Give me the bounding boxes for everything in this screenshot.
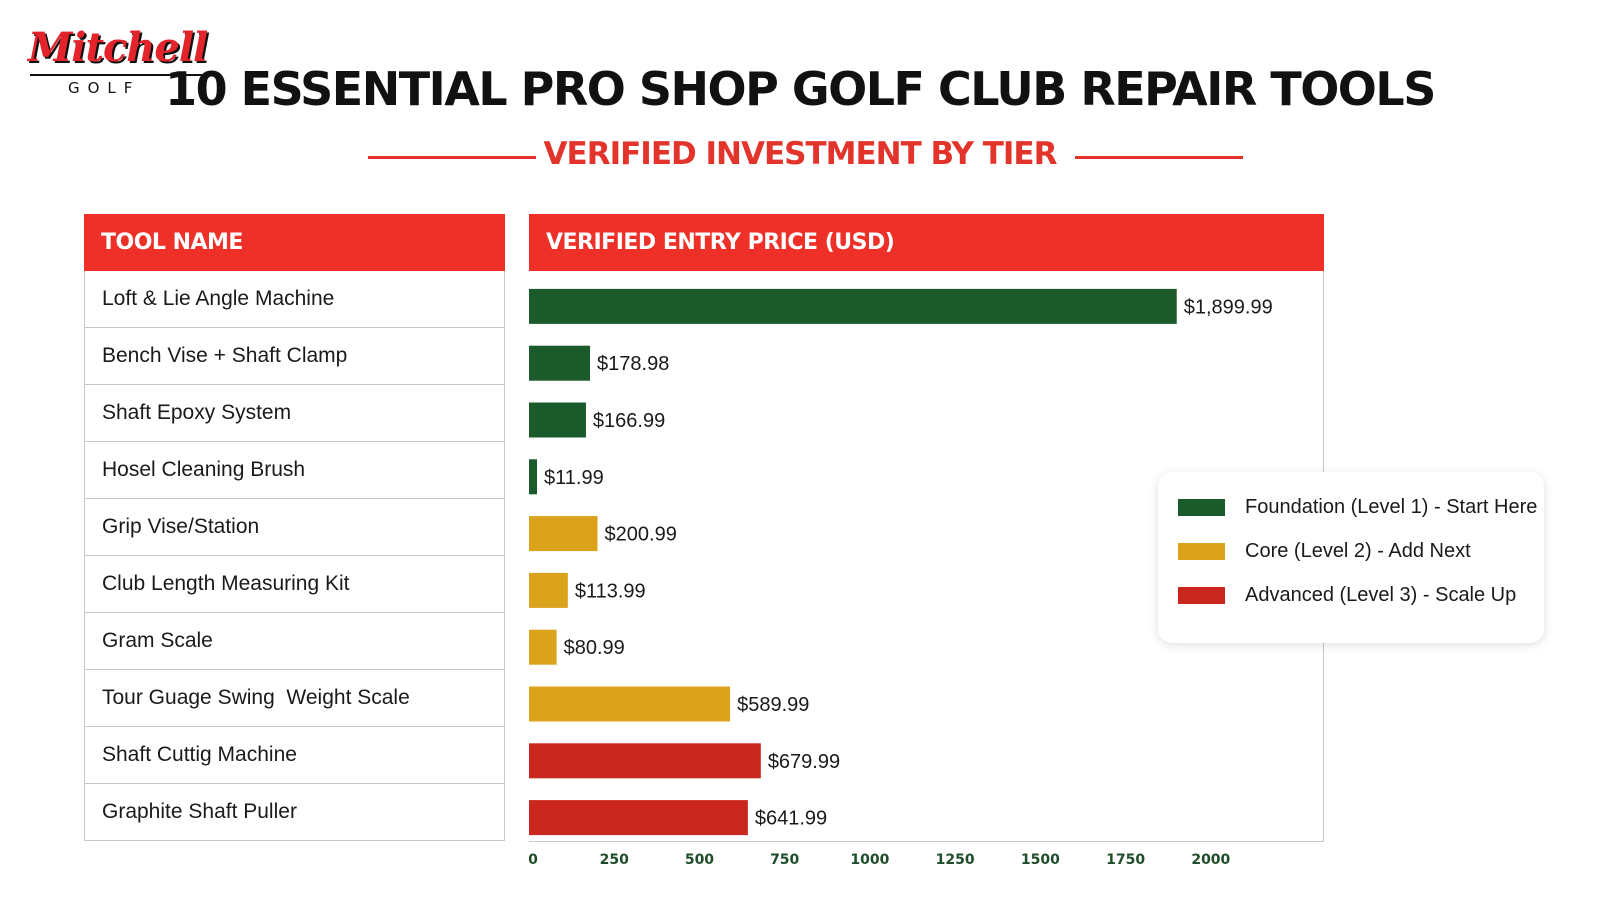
logo-wordmark: Mitchell: [28, 24, 208, 71]
table-row: Bench Vise + Shaft Clamp: [85, 328, 504, 385]
bar: [529, 743, 761, 779]
table-row: Shaft Epoxy System: [85, 385, 504, 442]
price-header: VERIFIED ENTRY PRICE (USD): [529, 214, 1324, 271]
table-row: Tour Guage Swing Weight Scale: [85, 670, 504, 727]
x-tick-label: 2000: [1191, 852, 1230, 868]
page-title: 10 ESSENTIAL PRO SHOP GOLF CLUB REPAIR T…: [165, 62, 1436, 116]
data-label: $80.99: [564, 637, 625, 659]
bar: [529, 459, 537, 495]
x-tick-label: 500: [685, 852, 714, 868]
legend-swatch: [1178, 587, 1225, 604]
data-label: $589.99: [737, 694, 809, 716]
legend-label: Core (Level 2) - Add Next: [1245, 540, 1471, 562]
x-tick-label: 1250: [936, 852, 975, 868]
tool-name-table: TOOL NAME Loft & Lie Angle Machine Bench …: [84, 214, 505, 841]
bar: [529, 516, 598, 552]
subtitle-block: VERIFIED INVESTMENT BY TIER: [0, 136, 1600, 176]
bar: [529, 288, 1177, 324]
data-label: $113.99: [575, 580, 646, 602]
x-tick-label: 1750: [1106, 852, 1145, 868]
table-row: Club Length Measuring Kit: [85, 556, 504, 613]
x-tick-label: 1000: [850, 852, 889, 868]
legend-label: Foundation (Level 1) - Start Here: [1245, 496, 1538, 518]
data-label: $1,899.99: [1184, 296, 1273, 318]
data-label: $178.98: [597, 353, 669, 375]
bar: [529, 800, 748, 836]
brand-logo: Mitchell GOLF: [28, 24, 208, 100]
data-label: $166.99: [593, 410, 665, 432]
logo-subtext: GOLF: [68, 79, 141, 97]
legend-swatch: [1178, 543, 1225, 560]
x-tick-label: 1500: [1021, 852, 1060, 868]
tier-legend: Foundation (Level 1) - Start Here Core (L…: [1158, 472, 1544, 643]
tool-name-header: TOOL NAME: [84, 214, 505, 271]
x-tick-label: 750: [770, 852, 799, 868]
bar: [529, 345, 591, 381]
table-row: Gram Scale: [85, 613, 504, 670]
subtitle-rule-right: [1075, 156, 1243, 159]
table-row: Loft & Lie Angle Machine: [85, 271, 504, 328]
subtitle: VERIFIED INVESTMENT BY TIER: [543, 136, 1058, 172]
table-row: Grip Vise/Station: [85, 499, 504, 556]
logo-rule: [30, 74, 202, 76]
subtitle-rule-left: [368, 156, 536, 159]
legend-swatch: [1178, 499, 1225, 516]
table-row: Shaft Cuttig Machine: [85, 727, 504, 784]
data-label: $641.99: [755, 808, 827, 830]
tool-name-rows: Loft & Lie Angle Machine Bench Vise + Sha…: [84, 271, 505, 841]
table-row: Graphite Shaft Puller: [85, 784, 504, 841]
price-bar-chart: $1,899.99 $178.98 $166.99 $11.99 $200.99 $113…: [529, 288, 1273, 868]
data-label: $200.99: [605, 524, 677, 546]
table-row: Hosel Cleaning Brush: [85, 442, 504, 499]
x-tick-label: 250: [600, 852, 629, 868]
legend-label: Advanced (Level 3) - Scale Up: [1245, 584, 1517, 606]
x-tick-label: 0: [529, 852, 538, 868]
bar: [529, 629, 557, 665]
bar: [529, 686, 731, 722]
bar: [529, 572, 568, 608]
bar: [529, 402, 586, 438]
data-label: $11.99: [544, 467, 604, 489]
data-label: $679.99: [768, 751, 840, 773]
